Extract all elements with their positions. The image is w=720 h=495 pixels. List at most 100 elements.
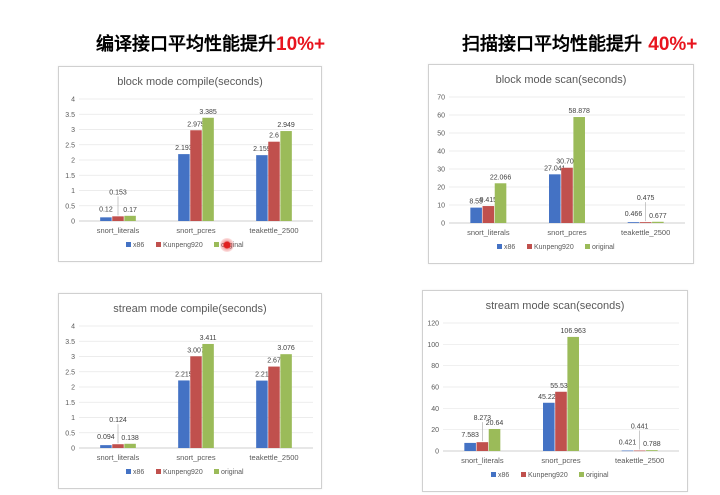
bar-x86-1 <box>178 380 190 448</box>
legend-swatch-x86 <box>497 244 502 249</box>
category-label: snort_pcres <box>547 228 586 237</box>
y-tick-label: 2.5 <box>65 142 75 149</box>
data-label: 7.583 <box>461 432 479 439</box>
y-tick-label: 50 <box>437 131 445 138</box>
bar-x86-1 <box>549 174 561 223</box>
bar-kunpeng920-1 <box>561 167 573 223</box>
y-tick-label: 1 <box>71 415 75 422</box>
y-tick-label: 2 <box>71 158 75 165</box>
data-label: 2.159 <box>253 146 271 153</box>
y-tick-label: 0.5 <box>65 203 75 210</box>
data-label: 3.007 <box>187 347 205 354</box>
compile-heading-percent: 10%+ <box>276 34 326 55</box>
y-tick-label: 120 <box>427 321 439 328</box>
bar-original-0 <box>488 428 501 451</box>
bar-x86-0 <box>100 445 112 448</box>
data-label: 3.385 <box>199 109 217 116</box>
chart-title: block mode scan(seconds) <box>496 74 627 86</box>
bar-kunpeng920-2 <box>639 222 652 223</box>
data-label: 0.441 <box>631 424 649 431</box>
legend-swatch-original <box>579 472 584 477</box>
bar-kunpeng920-2 <box>268 366 280 448</box>
chart-svg: block mode compile(seconds) 0 0.5 1 1.5 2 2.5 3… <box>65 76 313 249</box>
legend-swatch-x86 <box>491 472 496 477</box>
compile-heading: 编译接口平均性能提升10%+ <box>96 30 325 56</box>
legend-label-original: original <box>592 244 615 251</box>
legend-swatch-kunpeng920 <box>527 244 532 249</box>
bar-original-2 <box>646 450 658 451</box>
category-label: teakettle_2500 <box>249 453 298 462</box>
y-tick-label: 4 <box>71 324 75 331</box>
legend-label-x86: x86 <box>498 472 509 479</box>
bar-original-2 <box>652 221 664 223</box>
compile-heading-text: 编译接口平均性能提升 <box>96 34 276 55</box>
y-tick-label: 4 <box>71 97 75 104</box>
legend-swatch-original <box>585 244 590 249</box>
bar-kunpeng920-2 <box>268 141 280 221</box>
y-tick-label: 60 <box>437 113 445 120</box>
data-label: 0.138 <box>121 435 139 442</box>
data-label: 45.225 <box>538 394 560 401</box>
bar-kunpeng920-0 <box>482 206 495 223</box>
legend-swatch-kunpeng920 <box>156 469 161 474</box>
bar-x86-0 <box>464 442 476 451</box>
y-tick-label: 0 <box>71 446 75 453</box>
y-tick-label: 40 <box>437 149 445 156</box>
legend-label-original: original <box>586 472 609 479</box>
scan-heading-percent: 40%+ <box>648 34 698 55</box>
y-tick-label: 60 <box>431 385 439 392</box>
chart-stream-compile: stream mode compile(seconds) 0 0.5 1 1.5 2 2.5… <box>58 293 322 489</box>
y-tick-label: 10 <box>437 203 445 210</box>
data-label: 0.12 <box>99 206 113 213</box>
chart-block-scan: block mode scan(seconds) 0 10 20 30 40 50 60 70 8… <box>428 64 694 264</box>
chart-svg: block mode scan(seconds) 0 10 20 30 40 50 60 70 8… <box>437 74 685 251</box>
y-tick-label: 0 <box>441 221 445 228</box>
data-label: 58.878 <box>568 108 590 115</box>
bar-kunpeng920-0 <box>112 444 124 448</box>
bar-original-0 <box>494 183 507 223</box>
legend-label-x86: x86 <box>504 244 515 251</box>
category-label: teakettle_2500 <box>621 228 670 237</box>
category-label: snort_literals <box>461 456 504 465</box>
bar-original-1 <box>202 343 214 448</box>
data-label: 20.64 <box>486 420 504 427</box>
category-label: snort_pcres <box>176 453 215 462</box>
legend-swatch-x86 <box>126 242 131 247</box>
data-label: 2.215 <box>175 371 193 378</box>
data-label: 0.421 <box>619 440 637 447</box>
legend-label-kunpeng920: Kunpeng920 <box>528 472 568 479</box>
bar-x86-2 <box>621 450 634 452</box>
legend-swatch-kunpeng920 <box>156 242 161 247</box>
data-label: 0.677 <box>649 213 667 220</box>
scan-heading: 扫描接口平均性能提升 40%+ <box>462 30 697 56</box>
y-tick-label: 0.5 <box>65 430 75 437</box>
data-label: 8.55 <box>469 199 483 206</box>
bar-original-0 <box>124 215 136 221</box>
legend-label-kunpeng920: Kunpeng920 <box>163 242 203 249</box>
data-label: 27.041 <box>544 165 566 172</box>
y-tick-label: 1.5 <box>65 173 75 180</box>
legend-label-x86: x86 <box>133 242 144 249</box>
data-label: 0.788 <box>643 441 661 448</box>
category-label: teakettle_2500 <box>249 226 298 235</box>
chart-title: stream mode compile(seconds) <box>113 303 266 315</box>
legend-swatch-x86 <box>126 469 131 474</box>
data-label: 22.066 <box>490 174 512 181</box>
legend-label-original: original <box>221 469 244 476</box>
data-label: 0.475 <box>637 195 655 202</box>
legend-label-x86: x86 <box>133 469 144 476</box>
category-label: snort_pcres <box>541 456 580 465</box>
data-label: 0.466 <box>625 211 643 218</box>
bar-original-2 <box>280 131 292 221</box>
category-label: snort_pcres <box>176 226 215 235</box>
y-tick-label: 100 <box>427 342 439 349</box>
pointer-highlight <box>220 238 234 252</box>
chart-stream-scan: stream mode scan(seconds) 0 20 40 60 80 100 120… <box>422 290 688 492</box>
legend-swatch-original <box>214 242 219 247</box>
data-label: 3.076 <box>277 345 295 352</box>
bar-x86-2 <box>627 222 640 223</box>
y-tick-label: 1.5 <box>65 400 75 407</box>
chart-title: block mode compile(seconds) <box>117 76 263 88</box>
bar-original-1 <box>573 117 585 223</box>
data-label: 55.535 <box>550 383 572 390</box>
